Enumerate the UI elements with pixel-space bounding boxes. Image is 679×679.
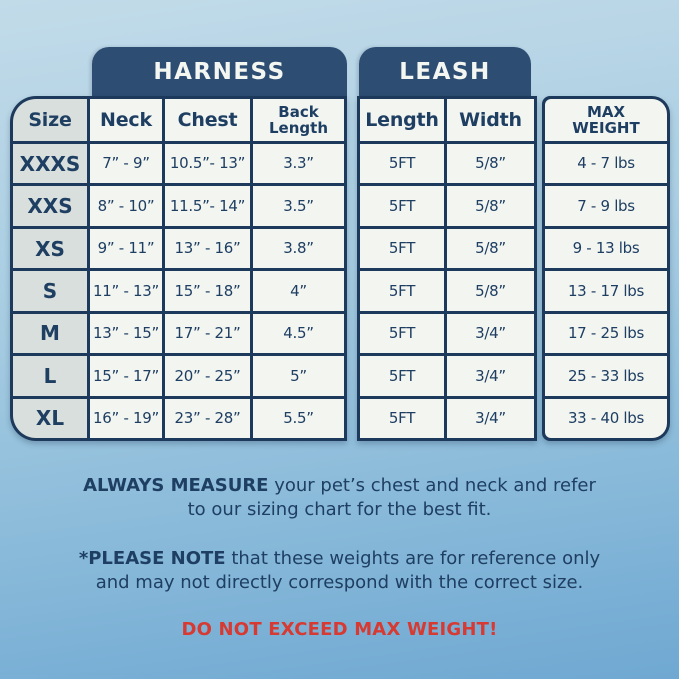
- leash-length-value: 5FT: [360, 356, 444, 396]
- back-length-value: 4”: [253, 271, 344, 311]
- measure-note-bold: ALWAYS MEASURE: [83, 475, 269, 496]
- size-label: L: [13, 356, 87, 396]
- column-header-length: Length: [360, 99, 444, 141]
- chest-value: 13” - 16”: [165, 228, 250, 269]
- chest-value: 15” - 18”: [165, 271, 250, 311]
- neck-value: 8” - 10”: [90, 186, 162, 226]
- column-header-width: Width: [447, 99, 534, 141]
- column-header-neck: Neck: [90, 99, 162, 141]
- max-weight-value: 9 - 13 lbs: [545, 228, 667, 269]
- column-header-back-length: Back Length: [253, 99, 344, 141]
- neck-value: 7” - 9”: [90, 144, 162, 184]
- measure-note-line2: to our sizing chart for the best fit.: [187, 498, 492, 520]
- footer-notes: ALWAYS MEASURE your pet’s chest and neck…: [0, 474, 679, 667]
- size-label: XS: [13, 228, 87, 269]
- leash-badge-label: LEASH: [399, 59, 491, 85]
- leash-length-value: 5FT: [360, 186, 444, 226]
- size-label: M: [13, 313, 87, 354]
- neck-value: 9” - 11”: [90, 228, 162, 269]
- leash-length-value: 5FT: [360, 313, 444, 354]
- leash-length-value: 5FT: [360, 228, 444, 269]
- reference-note-bold: *PLEASE NOTE: [78, 547, 226, 569]
- leash-table: Length Width 5FT 5/8” 5FT 5/8” 5FT 5/8” …: [357, 96, 537, 441]
- size-label: XL: [13, 398, 87, 438]
- neck-value: 16” - 19”: [90, 398, 162, 438]
- chest-value: 10.5”- 13”: [165, 144, 250, 184]
- back-length-value: 5.5”: [253, 398, 344, 438]
- chest-value: 17” - 21”: [165, 313, 250, 354]
- neck-value: 11” - 13”: [90, 271, 162, 311]
- max-weight-value: 7 - 9 lbs: [545, 186, 667, 226]
- leash-width-value: 5/8”: [447, 271, 534, 311]
- reference-note-line2: and may not directly correspond with the…: [95, 571, 584, 593]
- leash-badge: LEASH: [359, 47, 531, 97]
- leash-length-value: 5FT: [360, 144, 444, 184]
- max-weight-value: 17 - 25 lbs: [545, 313, 667, 354]
- reference-note: *PLEASE NOTE that these weights are for …: [0, 547, 679, 595]
- max-weight-value: 33 - 40 lbs: [545, 398, 667, 438]
- leash-width-value: 5/8”: [447, 186, 534, 226]
- back-length-value: 3.8”: [253, 228, 344, 269]
- size-label: XXXS: [13, 144, 87, 184]
- chest-value: 11.5”- 14”: [165, 186, 250, 226]
- chest-value: 20” - 25”: [165, 356, 250, 396]
- back-length-value: 4.5”: [253, 313, 344, 354]
- max-weight-table: MAX WEIGHT 4 - 7 lbs 7 - 9 lbs 9 - 13 lb…: [542, 96, 670, 441]
- leash-width-value: 3/4”: [447, 398, 534, 438]
- measure-note-line1: your pet’s chest and neck and refer: [268, 475, 596, 496]
- harness-table: Size Neck Chest Back Length XXXS 7” - 9”…: [10, 96, 347, 441]
- max-weight-warning: DO NOT EXCEED MAX WEIGHT!: [181, 618, 498, 640]
- leash-length-value: 5FT: [360, 271, 444, 311]
- leash-length-value: 5FT: [360, 398, 444, 438]
- column-header-max-weight: MAX WEIGHT: [545, 99, 667, 141]
- back-length-value: 5”: [253, 356, 344, 396]
- measure-note: ALWAYS MEASURE your pet’s chest and neck…: [0, 474, 679, 522]
- chest-value: 23” - 28”: [165, 398, 250, 438]
- leash-width-value: 3/4”: [447, 356, 534, 396]
- leash-width-value: 3/4”: [447, 313, 534, 354]
- back-length-value: 3.5”: [253, 186, 344, 226]
- leash-width-value: 5/8”: [447, 144, 534, 184]
- max-weight-value: 4 - 7 lbs: [545, 144, 667, 184]
- max-weight-value: 25 - 33 lbs: [545, 356, 667, 396]
- neck-value: 15” - 17”: [90, 356, 162, 396]
- harness-badge-label: HARNESS: [153, 59, 286, 85]
- column-header-size: Size: [13, 99, 87, 141]
- size-label: XXS: [13, 186, 87, 226]
- leash-width-value: 5/8”: [447, 228, 534, 269]
- back-length-value: 3.3”: [253, 144, 344, 184]
- column-header-chest: Chest: [165, 99, 250, 141]
- size-label: S: [13, 271, 87, 311]
- max-weight-value: 13 - 17 lbs: [545, 271, 667, 311]
- reference-note-line1: that these weights are for reference onl…: [225, 547, 601, 569]
- neck-value: 13” - 15”: [90, 313, 162, 354]
- harness-badge: HARNESS: [92, 47, 347, 97]
